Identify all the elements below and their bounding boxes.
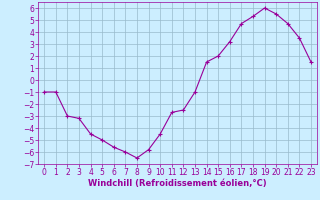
X-axis label: Windchill (Refroidissement éolien,°C): Windchill (Refroidissement éolien,°C) xyxy=(88,179,267,188)
